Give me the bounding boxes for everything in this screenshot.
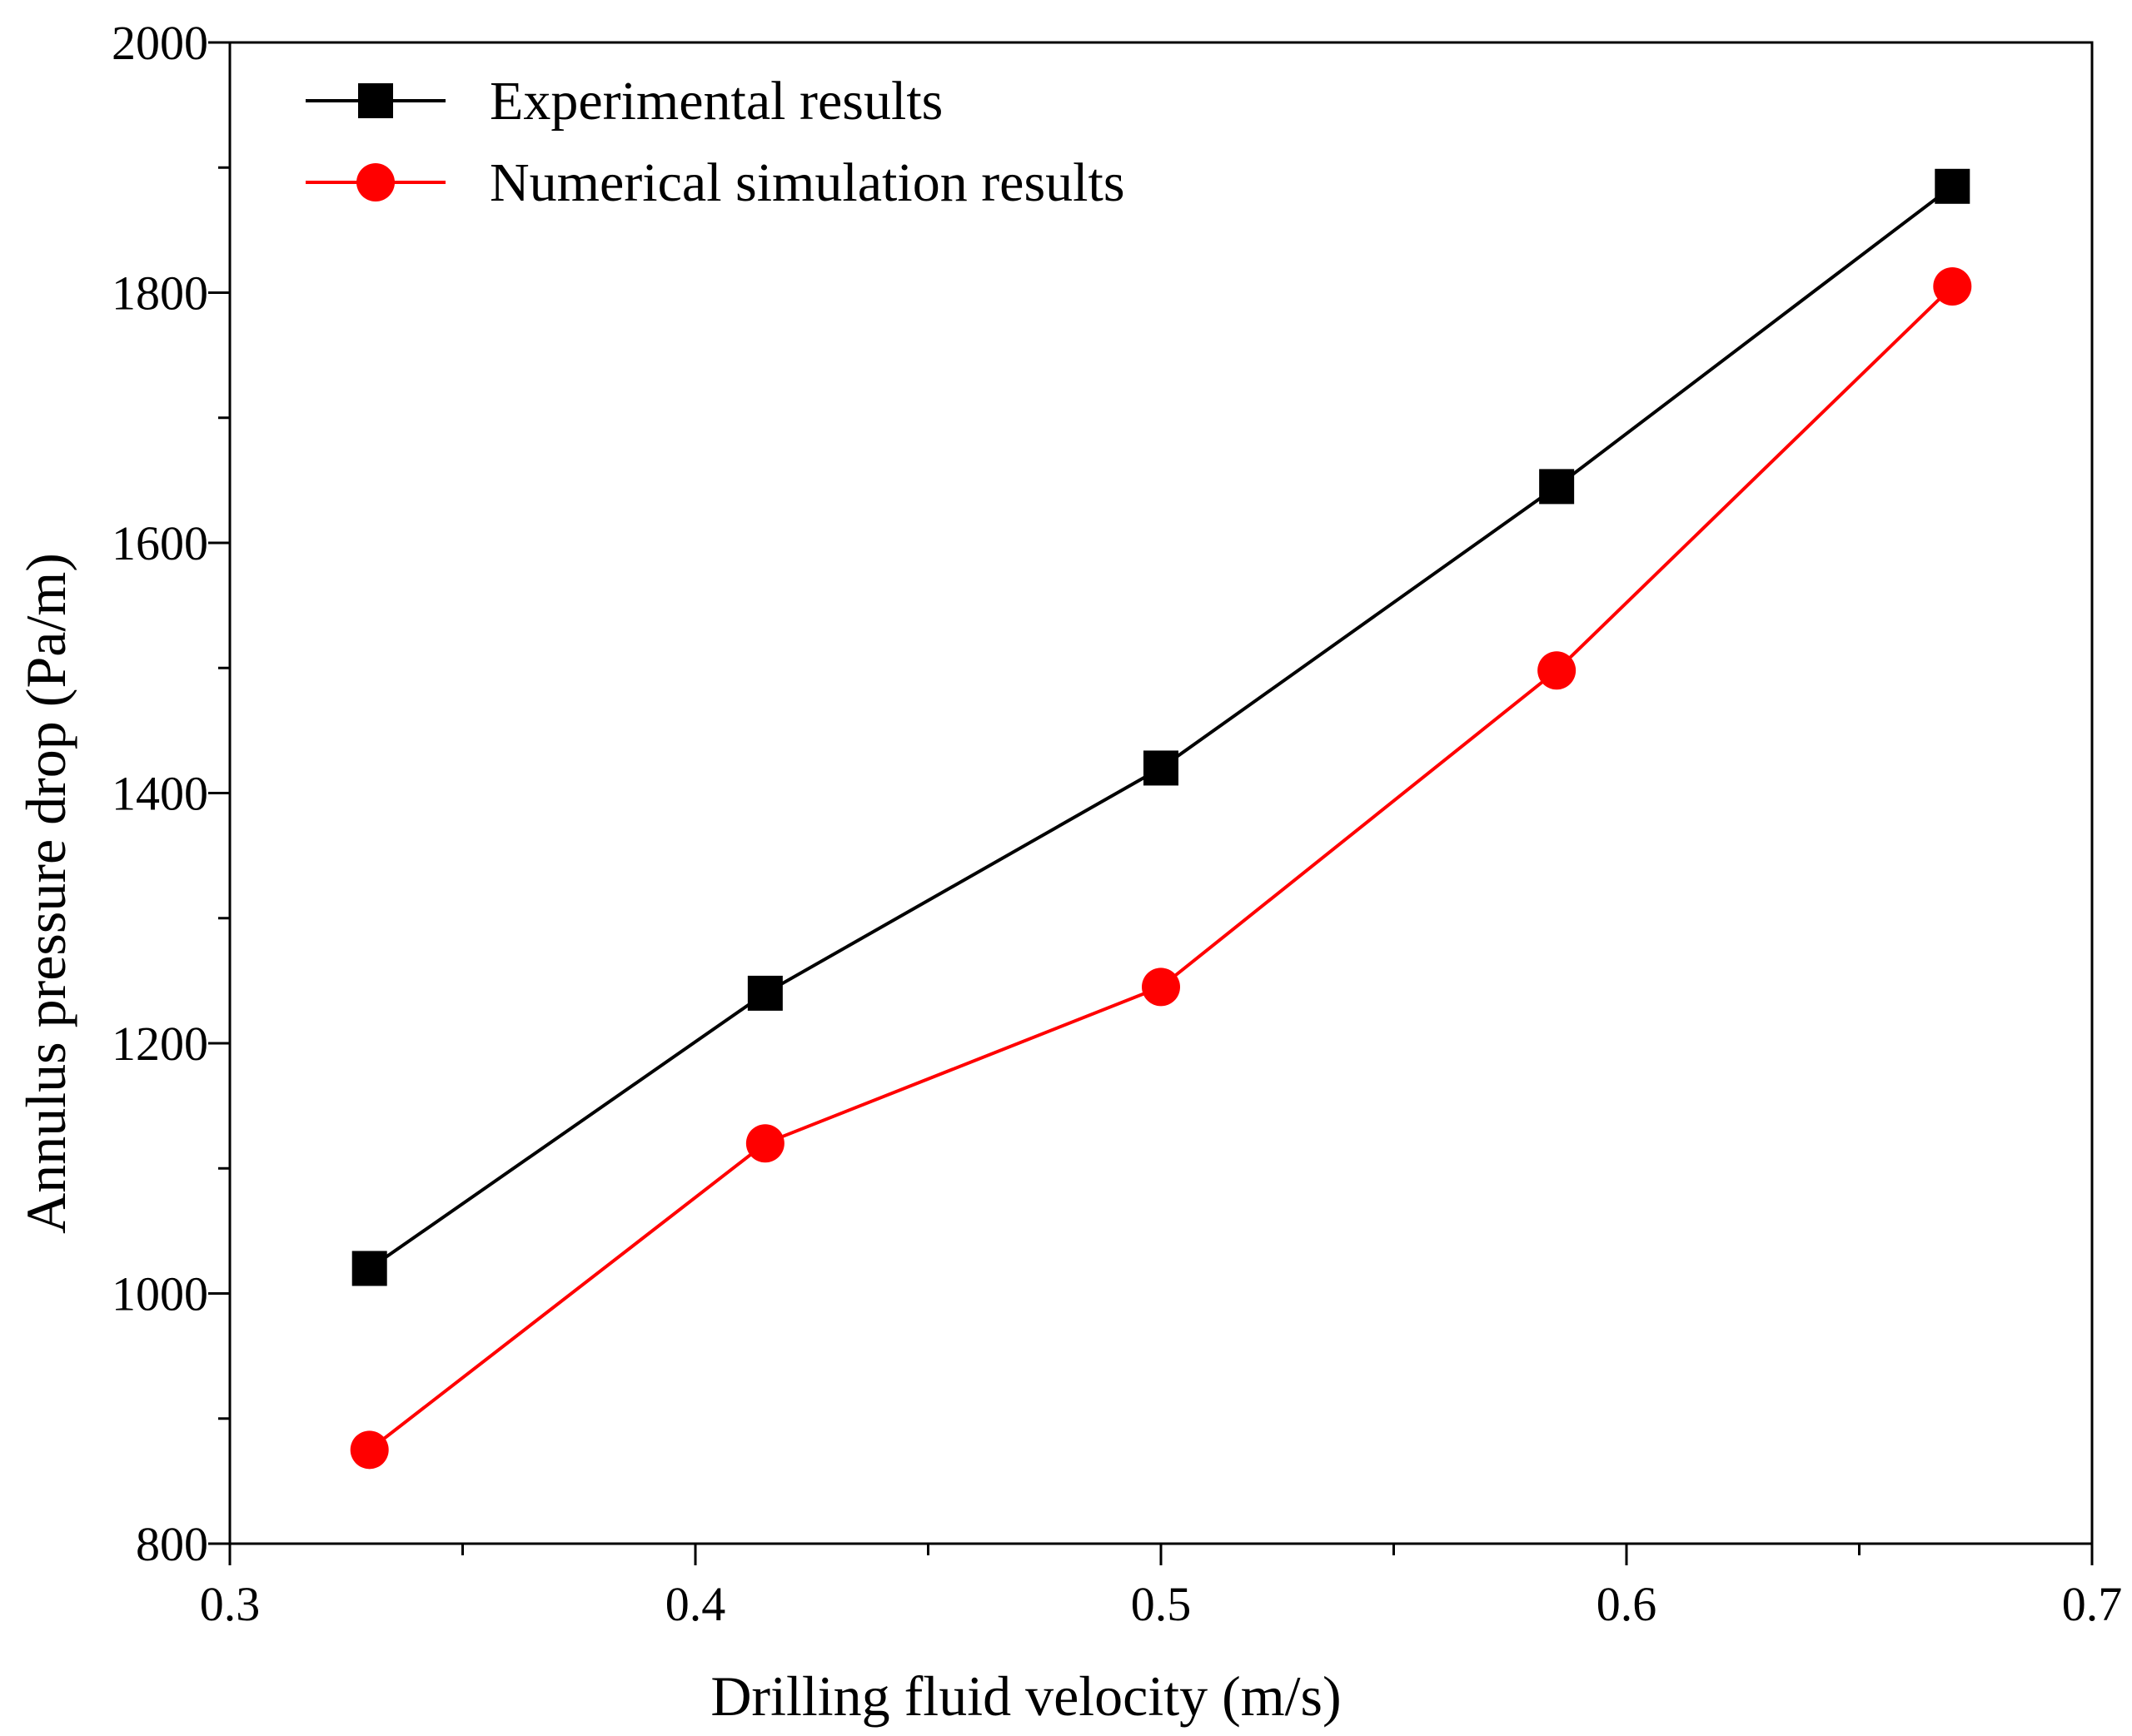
y-tick-label: 2000 (112, 16, 208, 70)
legend: Experimental results Numerical simulatio… (306, 71, 1125, 213)
data-point (1143, 750, 1178, 786)
y-tick-label: 800 (136, 1517, 208, 1571)
data-point (747, 975, 783, 1011)
legend-label-numerical: Numerical simulation results (490, 152, 1125, 213)
legend-marker-numerical (356, 163, 395, 201)
series-0 (351, 168, 1970, 1286)
x-tick-label: 0.6 (1597, 1577, 1657, 1631)
plot-frame (228, 41, 2094, 1545)
axes (228, 41, 2094, 1545)
data-point (1935, 168, 1970, 204)
data-point (745, 1124, 785, 1163)
x-axis-title: Drilling fluid velocity (m/s) (710, 1664, 1341, 1728)
data-point (1539, 469, 1575, 505)
series-line (368, 285, 1954, 1451)
series-1 (350, 266, 1972, 1470)
y-tick-label: 1200 (112, 1017, 208, 1071)
data-point (1933, 266, 1972, 306)
x-tick-label: 0.3 (200, 1577, 261, 1631)
legend-label-experimental: Experimental results (490, 71, 943, 132)
series (350, 168, 1972, 1470)
x-tick-label: 0.4 (665, 1577, 726, 1631)
y-tick-label: 1000 (112, 1267, 208, 1321)
y-tick-label: 1600 (112, 516, 208, 570)
data-point (1142, 967, 1180, 1007)
series-line (368, 185, 1954, 1271)
data-point (350, 1430, 389, 1470)
x-tick-label: 0.5 (1131, 1577, 1192, 1631)
x-tick-label: 0.7 (2062, 1577, 2123, 1631)
y-axis-title: Annulus pressure drop (Pa/m) (14, 553, 77, 1234)
ticks: 0.3 0.4 0.5 0.6 0.7 800 1000 1200 1400 1600 1800 20… (112, 16, 2122, 1631)
y-tick-label: 1400 (112, 767, 208, 821)
legend-marker-experimental (358, 83, 393, 118)
y-tick-label: 1800 (112, 266, 208, 321)
data-point (1537, 651, 1577, 690)
data-point (351, 1251, 387, 1286)
